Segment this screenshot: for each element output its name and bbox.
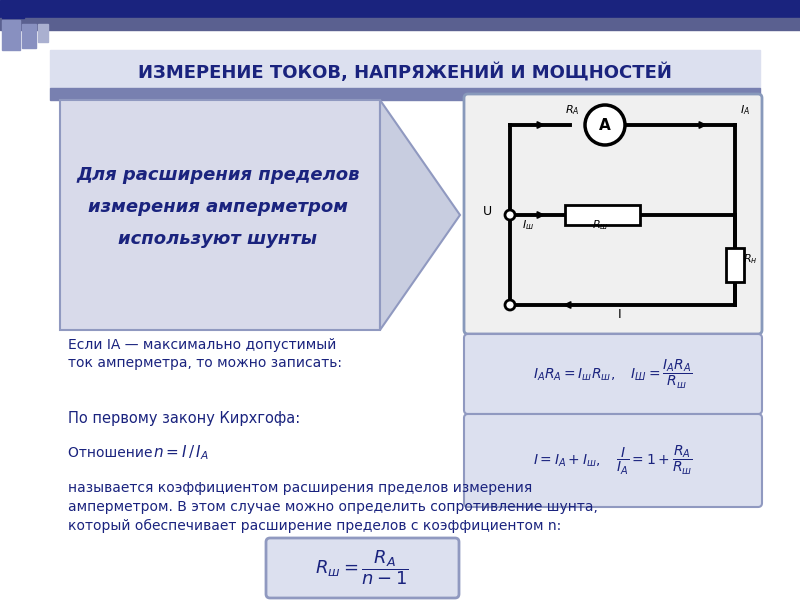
Bar [38,24,48,42]
Text: $R_{ш}$: $R_{ш}$ [592,218,608,232]
Bar [50,88,760,100]
Bar [726,248,744,282]
Text: $n = I\,/\,I_A$: $n = I\,/\,I_A$ [153,443,209,463]
Text: $I_A$: $I_A$ [740,103,750,117]
Bar [26,2,48,12]
Text: который обеспечивает расширение пределов с коэффициентом n:: который обеспечивает расширение пределов… [68,519,562,533]
FancyBboxPatch shape [266,538,459,598]
Text: ток амперметра, то можно записать:: ток амперметра, то можно записать: [68,356,342,370]
Polygon shape [380,100,460,330]
Text: амперметром. В этом случае можно определить сопротивление шунта,: амперметром. В этом случае можно определ… [68,500,598,514]
Bar [0,0,800,18]
Text: ИЗМЕРЕНИЕ ТОКОВ, НАПРЯЖЕНИЙ И МОЩНОСТЕЙ: ИЗМЕРЕНИЕ ТОКОВ, НАПРЯЖЕНИЙ И МОЩНОСТЕЙ [138,62,672,82]
Circle shape [505,210,515,220]
Text: называется коэффициентом расширения пределов измерения: называется коэффициентом расширения пред… [68,481,532,495]
Text: U: U [482,205,491,218]
Bar [0,18,800,30]
Text: $R_н$: $R_н$ [742,252,758,266]
Text: измерения амперметром: измерения амперметром [88,198,348,216]
Polygon shape [60,100,380,330]
Circle shape [505,300,515,310]
Text: $I = I_A + I_ш, \quad \dfrac{I}{I_A} = 1 + \dfrac{R_A}{R_ш}$: $I = I_A + I_ш, \quad \dfrac{I}{I_A} = 1… [533,443,693,476]
Bar [50,50,760,88]
FancyBboxPatch shape [464,334,762,414]
Bar [2,20,20,50]
Text: Отношение: Отношение [68,446,157,460]
Bar [22,24,36,48]
Text: используют шунты: используют шунты [118,230,318,248]
Text: $I_A R_A = I_ш R_ш, \quad I_Ш = \dfrac{I_A R_A}{R_ш}$: $I_A R_A = I_ш R_ш, \quad I_Ш = \dfrac{I… [534,358,693,391]
Text: Если IА — максимально допустимый: Если IА — максимально допустимый [68,338,336,352]
Text: $R_A$: $R_A$ [565,103,579,117]
FancyBboxPatch shape [464,414,762,507]
Text: $R_ш = \dfrac{R_A}{n-1}$: $R_ш = \dfrac{R_A}{n-1}$ [315,548,409,587]
Text: $I_{ш}$: $I_{ш}$ [522,218,534,232]
Text: Для расширения пределов: Для расширения пределов [76,166,360,184]
Text: По первому закону Кирхгофа:: По первому закону Кирхгофа: [68,410,300,425]
FancyBboxPatch shape [464,94,762,334]
Circle shape [585,105,625,145]
Text: A: A [599,118,611,133]
Bar [2,2,24,18]
Bar [565,205,640,225]
Text: I: I [618,308,622,321]
